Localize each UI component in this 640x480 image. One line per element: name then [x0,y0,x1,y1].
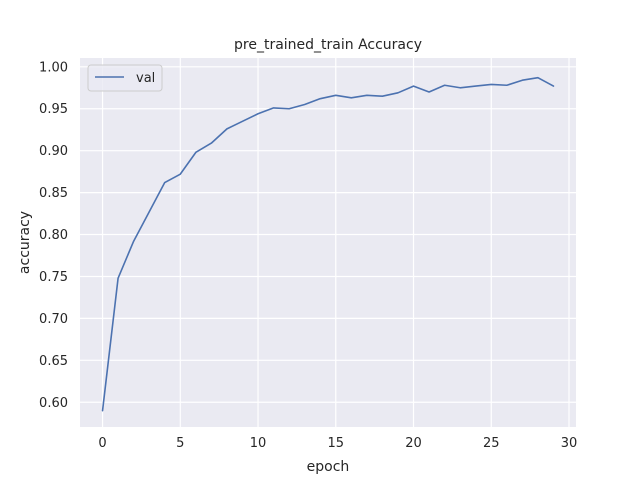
grid-lines [80,58,576,427]
legend-box [87,64,163,92]
plot-background [80,58,576,427]
chart-title: pre_trained_train Accuracy [234,37,422,53]
y-tick-label: 0.65 [39,354,68,369]
y-tick-label: 0.95 [39,102,68,117]
y-tick-label: 0.85 [39,186,68,201]
y-tick-label: 0.60 [39,396,68,411]
x-tick-label: 0 [98,436,106,451]
x-tick-label: 20 [405,436,422,451]
y-tick-label: 0.75 [39,270,68,285]
x-tick-label: 10 [250,436,267,451]
legend: val [87,64,163,92]
data-layer [101,76,555,412]
y-tick-label: 1.00 [39,60,68,75]
y-tick-label: 0.80 [39,228,68,243]
y-axis-label: accuracy [17,211,33,274]
y-tick-label: 0.90 [39,144,68,159]
series-line-val [101,76,555,412]
y-tick-label: 0.70 [39,312,68,327]
x-axis-label: epoch [307,459,350,475]
x-tick-label: 15 [328,436,345,451]
legend-label-val: val [136,71,155,86]
x-tick-label: 25 [483,436,500,451]
x-tick-label: 30 [561,436,578,451]
x-tick-label: 5 [176,436,184,451]
tick-labels: 0 5 10 15 20 25 30 0.60 0.65 0.70 0.75 0.80 0.85 0.90… [39,60,577,451]
